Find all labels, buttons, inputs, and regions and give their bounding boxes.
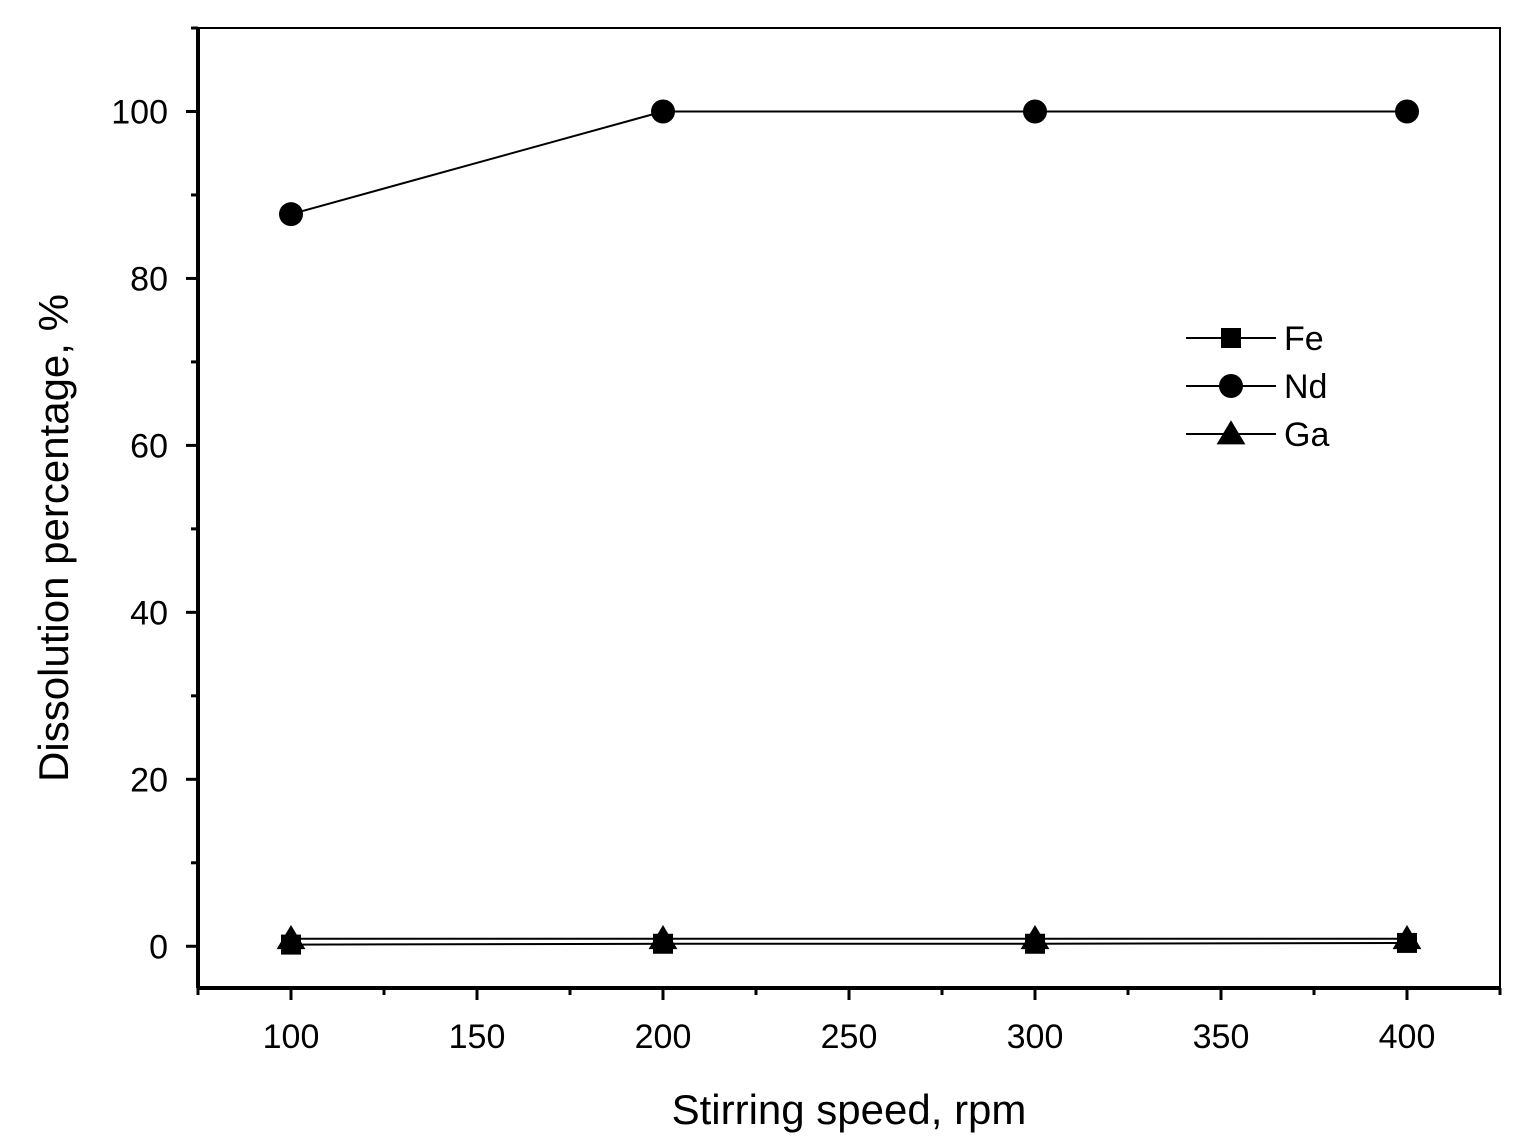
y-tick-label: 20 (130, 761, 168, 799)
legend-label: Nd (1284, 368, 1327, 406)
data-point-nd (279, 202, 303, 227)
x-axis-title: Stirring speed, rpm (672, 1086, 1027, 1133)
data-point-ga (1020, 924, 1050, 950)
data-point-nd (1395, 99, 1419, 124)
legend-label: Ga (1284, 416, 1329, 454)
series-line-fe (290, 941, 1408, 946)
x-tick-label: 200 (635, 1018, 692, 1056)
x-tick-label: 100 (263, 1018, 320, 1056)
x-tick-label: 350 (1193, 1018, 1250, 1056)
y-tick-label: 80 (130, 260, 168, 298)
series-fe (281, 932, 1417, 955)
series-ga (276, 924, 1422, 950)
y-axis-title: Dissolution percentage, % (30, 294, 77, 782)
y-tick-label: 0 (149, 928, 168, 966)
legend-item-nd: Nd (1186, 368, 1327, 406)
data-point-ga (1392, 924, 1422, 950)
legend: Fe Nd Ga (1186, 320, 1329, 454)
legend-marker-triangle (1216, 420, 1246, 445)
series-nd (279, 99, 1419, 227)
data-point-ga (276, 924, 306, 950)
legend-marker-square (1221, 328, 1241, 348)
legend-item-ga: Ga (1186, 416, 1329, 454)
x-tick-label: 300 (1007, 1018, 1064, 1056)
data-point-nd (651, 99, 675, 124)
x-tick-label: 250 (821, 1018, 878, 1056)
x-tick-label: 400 (1379, 1018, 1436, 1056)
legend-marker-circle (1219, 374, 1243, 398)
series-layer (276, 99, 1422, 955)
axes: 100 150 200 250 300 350 400 0 20 40 60 80 100 (111, 26, 1502, 1056)
y-tick-label: 60 (130, 427, 168, 465)
data-point-nd (1023, 99, 1047, 124)
plot-frame (197, 27, 1501, 989)
y-tick-label: 100 (111, 93, 168, 131)
y-tick-label: 40 (130, 594, 168, 632)
legend-label: Fe (1284, 320, 1324, 358)
x-tick-label: 150 (449, 1018, 506, 1056)
data-point-ga (648, 924, 678, 950)
legend-item-fe: Fe (1186, 320, 1324, 358)
series-line-nd (290, 110, 1407, 216)
